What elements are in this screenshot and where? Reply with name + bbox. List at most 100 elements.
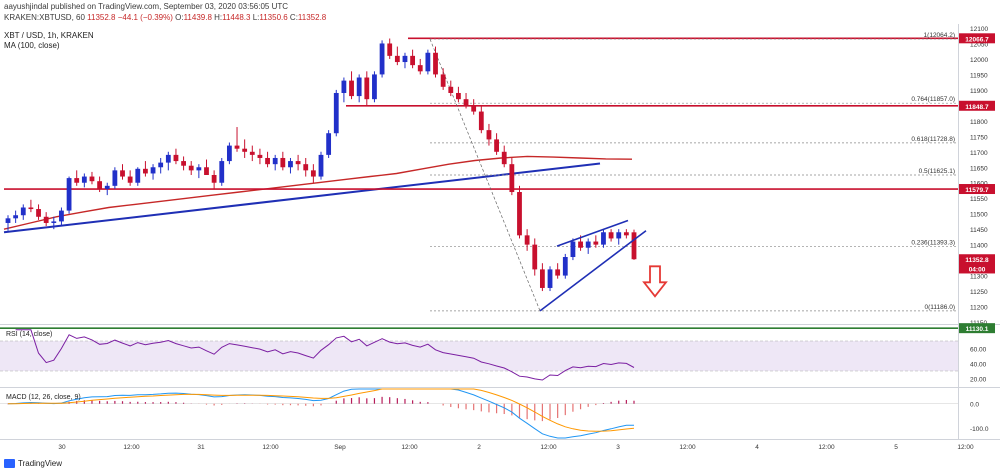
candle-body — [211, 175, 217, 183]
candle-body — [135, 168, 141, 183]
candle-body — [448, 86, 454, 93]
time-tick-label: 12:00 — [818, 444, 835, 451]
time-tick-label: 4 — [755, 444, 759, 451]
fib-level-label: 0.5(11625.1) — [919, 168, 955, 175]
candle-body — [387, 43, 393, 56]
macd-histogram-bar — [381, 396, 383, 404]
macd-histogram-bar — [358, 397, 360, 404]
candle-body — [66, 178, 72, 211]
macd-histogram-bar — [274, 403, 276, 405]
candle-body — [127, 176, 133, 183]
candle-body — [288, 161, 293, 168]
macd-histogram-bar — [389, 397, 391, 404]
candle-body — [547, 269, 553, 288]
time-tick-label: 30 — [58, 444, 66, 451]
macd-histogram-bar — [282, 403, 284, 406]
candle-body — [379, 43, 385, 75]
candle-body — [173, 154, 179, 162]
candle-body — [89, 176, 95, 182]
rsi-separator — [0, 324, 1000, 325]
high-label: H: — [214, 13, 223, 22]
macd-histogram-bar — [549, 403, 551, 420]
time-tick-label: 12:00 — [540, 444, 557, 451]
price-axis-separator — [958, 24, 959, 439]
candle-body — [623, 232, 629, 236]
price-tick-label: 12100 — [970, 26, 988, 33]
price-tick-label: 11650 — [970, 165, 988, 172]
time-axis-separator — [0, 439, 1000, 440]
candle-body — [265, 157, 270, 165]
time-tick-label: 12:00 — [262, 444, 279, 451]
macd-histogram-bar — [106, 401, 108, 404]
macd-title: MACD (12, 26, close, 9) — [6, 394, 81, 401]
tradingview-logo[interactable]: TradingView — [4, 459, 62, 468]
macd-histogram-bar — [297, 403, 299, 406]
candle-body — [280, 157, 286, 168]
candle-body — [562, 257, 568, 276]
candle-body — [517, 192, 522, 236]
price-badge — [959, 254, 995, 265]
close-ohlc-value: 11352.8 — [297, 13, 327, 22]
price-badge-label: 11579.7 — [965, 187, 989, 194]
candle-body — [494, 139, 499, 152]
candle-body — [509, 164, 515, 193]
fib-level-label: 0.618(11728.8) — [911, 136, 955, 143]
time-tick-label: 3 — [616, 444, 620, 451]
macd-histogram-bar — [541, 403, 543, 422]
candle-body — [303, 164, 309, 171]
fib-diagonal — [429, 38, 541, 311]
macd-histogram-bar — [373, 398, 376, 404]
ma-label: MA (100, close) — [4, 41, 60, 50]
macd-histogram-bar — [564, 403, 566, 416]
candle-body — [318, 154, 324, 177]
time-tick-label: 5 — [894, 444, 898, 451]
bearish-arrow-icon — [642, 265, 668, 298]
price-badge — [959, 263, 995, 274]
macd-histogram-bar — [480, 403, 482, 412]
candle-body — [120, 170, 125, 177]
candle-body — [234, 145, 240, 149]
tradingview-icon — [4, 459, 15, 468]
candle-body — [440, 74, 446, 87]
macd-histogram-bar — [396, 398, 398, 404]
rsi-tick-label: 40.00 — [970, 362, 987, 369]
macd-histogram-bar — [182, 402, 185, 404]
candle-body — [570, 241, 576, 258]
high-value: 11448.3 — [222, 13, 251, 22]
macd-histogram-bar — [160, 402, 162, 404]
macd-signal-line — [8, 388, 635, 432]
macd-histogram-bar — [121, 401, 124, 404]
macd-histogram-bar — [350, 398, 353, 404]
macd-histogram-bar — [579, 403, 582, 410]
macd-histogram-bar — [595, 403, 597, 406]
open-value: 11439.8 — [183, 13, 212, 22]
macd-histogram-bar — [343, 398, 345, 404]
candle-body — [555, 269, 561, 276]
rising-trendline — [3, 162, 601, 234]
macd-histogram-bar — [465, 403, 467, 410]
candle-body — [585, 241, 591, 248]
price-tick-label: 12050 — [970, 41, 988, 48]
candle-body — [249, 151, 255, 155]
macd-histogram-bar — [442, 403, 444, 406]
time-tick-label: 2 — [477, 444, 481, 451]
candle-body — [28, 207, 34, 210]
candle-body — [394, 55, 400, 63]
macd-histogram-bar — [610, 401, 612, 404]
macd-histogram-bar — [602, 403, 605, 404]
macd-histogram-bar — [144, 402, 147, 404]
price-tick-label: 11550 — [970, 196, 988, 203]
macd-histogram-bar — [495, 403, 498, 414]
candle-body — [410, 55, 416, 66]
candle-body — [188, 165, 194, 171]
macd-separator — [0, 387, 1000, 388]
candle-body — [204, 167, 209, 175]
candle-body — [59, 210, 64, 222]
wedge-upper-line — [556, 219, 629, 247]
macd-line — [7, 388, 634, 439]
candle-body — [631, 232, 637, 260]
candle-body — [372, 74, 377, 100]
candle-body — [310, 170, 316, 177]
macd-histogram-bar — [511, 403, 513, 416]
price-badge-label: 11352.8 — [965, 257, 989, 264]
